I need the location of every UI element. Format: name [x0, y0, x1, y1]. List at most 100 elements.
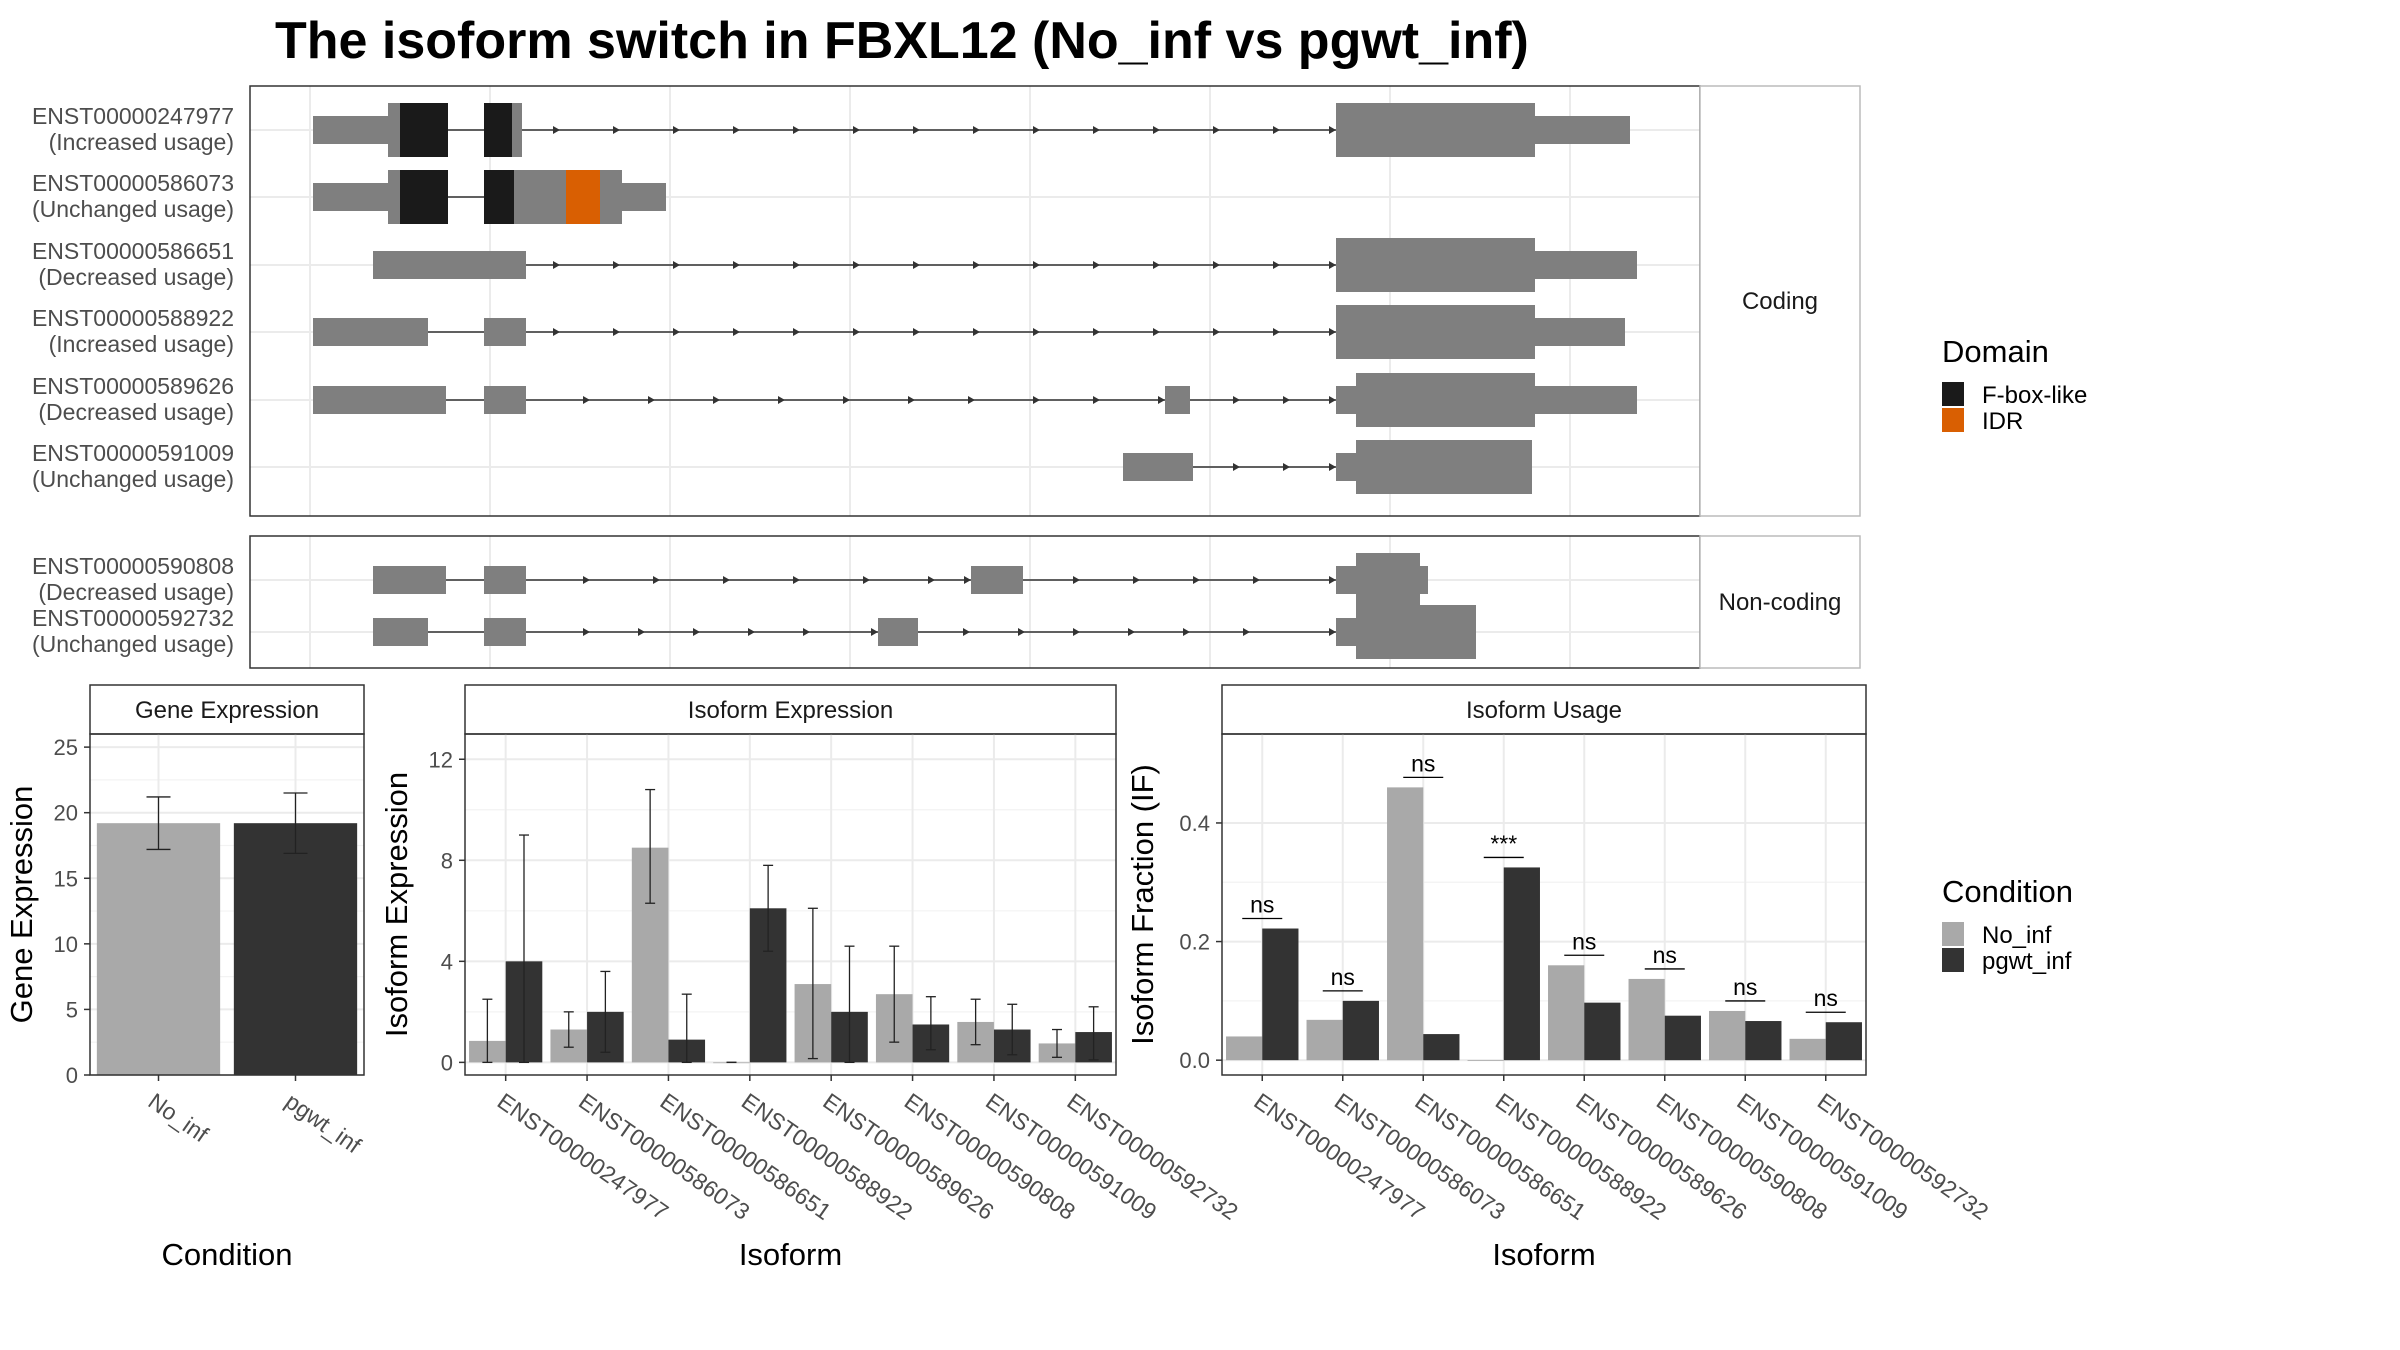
bar-No_inf [96, 823, 221, 1075]
panel-strip-title: Isoform Usage [1466, 697, 1622, 724]
intron-arrow [638, 628, 645, 636]
intron-arrow [1018, 628, 1025, 636]
intron-arrow [778, 396, 785, 404]
significance-label: ns [1814, 985, 1838, 1011]
bar-ENST00000591009 [1709, 1010, 1746, 1061]
isoform-expression-chart: Isoform Expression04812ENST00000247977EN… [379, 684, 1243, 1272]
intron-arrow [723, 576, 730, 584]
y-tick-label: 0.0 [1179, 1048, 1210, 1073]
exon [373, 618, 428, 646]
intron-arrow [1329, 576, 1336, 584]
x-tick-label: pgwt_inf [281, 1088, 367, 1159]
y-tick-label: 15 [54, 866, 78, 891]
y-tick-label: 12 [429, 747, 453, 772]
intron-arrow [1193, 576, 1200, 584]
gene-expression-chart: Gene Expression 0 5 10 15 20 25 No_inf pgwt_inf C… [4, 684, 367, 1272]
intron-arrow [1093, 396, 1100, 404]
idr-legend-label: IDR [1982, 408, 2023, 435]
intron-arrow [973, 328, 980, 336]
intron-arrow [871, 628, 878, 636]
exon [1535, 318, 1625, 346]
fbox-domain [400, 103, 448, 157]
intron-arrow [1153, 328, 1160, 336]
intron-arrow [553, 126, 560, 134]
intron-arrow [913, 328, 920, 336]
intron-arrow [1133, 576, 1140, 584]
transcript-usage-label: (Increased usage) [49, 129, 234, 155]
transcript-usage-label: (Increased usage) [49, 331, 234, 357]
panel-strip [464, 684, 1117, 735]
transcript-model-ENST00000586651 [373, 238, 1637, 292]
significance-label: ns [1572, 928, 1596, 954]
intron-arrow [1093, 261, 1100, 269]
no-inf-swatch [1942, 922, 1964, 946]
transcript-model-ENST00000247977 [313, 103, 1630, 157]
intron-arrow [1233, 396, 1240, 404]
y-axis-title: Isoform Expression [379, 772, 414, 1037]
transcript-usage-label: (Decreased usage) [38, 264, 234, 290]
significance-label: ns [1331, 964, 1355, 990]
intron-arrow [968, 396, 975, 404]
significance-label: ns [1733, 974, 1757, 1000]
pgwt-inf-legend-label: pgwt_inf [1982, 948, 2072, 975]
transcript-id-label: ENST00000586073 [32, 170, 234, 196]
intron-arrow [713, 396, 720, 404]
transcript-id-label: ENST00000591009 [32, 440, 234, 466]
intron-arrow [733, 126, 740, 134]
intron-arrow [1243, 628, 1250, 636]
exon [1535, 251, 1637, 279]
intron-arrow [963, 628, 970, 636]
panel-strip [89, 684, 365, 735]
fbox-legend-label: F-box-like [1982, 382, 2087, 409]
exon [1123, 453, 1193, 481]
figure-title: The isoform switch in FBXL12 (No_inf vs … [275, 12, 1529, 70]
bar-ENST00000589626 [1548, 965, 1585, 1061]
y-tick-label: 20 [54, 801, 78, 826]
transcript-id-label: ENST00000589626 [32, 373, 234, 399]
noncoding-panel [249, 535, 1701, 669]
isoform-structure-plot: Coding Non-coding ENST00000247977(Increa… [32, 85, 1861, 669]
panel-strip-title: Gene Expression [135, 697, 319, 724]
transcript-model-ENST00000589626 [313, 373, 1637, 427]
intron-arrow [1033, 396, 1040, 404]
intron-arrow [1329, 396, 1336, 404]
intron-arrow [1093, 126, 1100, 134]
noncoding-strip-label: Non-coding [1719, 589, 1842, 616]
exon [878, 618, 918, 646]
y-tick-label: 0.4 [1179, 811, 1210, 836]
intron-arrow [1283, 463, 1290, 471]
condition-legend-title: Condition [1942, 874, 2073, 909]
x-tick-label: No_inf [144, 1088, 214, 1148]
intron-arrow [964, 576, 971, 584]
exon [622, 183, 666, 211]
exon [1336, 386, 1356, 414]
idr-swatch [1942, 408, 1964, 432]
intron-arrow [1283, 396, 1290, 404]
transcript-model-ENST00000591009 [1123, 440, 1532, 494]
exon [1336, 238, 1535, 292]
intron-arrow [1213, 261, 1220, 269]
coding-strip-label: Coding [1742, 288, 1818, 315]
intron-arrow [803, 628, 810, 636]
intron-arrow [583, 628, 590, 636]
intron-arrow [1329, 328, 1336, 336]
intron-arrow [1033, 328, 1040, 336]
coding-strip [1699, 85, 1861, 517]
exon [1356, 373, 1535, 427]
intron-arrow [1183, 628, 1190, 636]
bar-ENST00000586651 [1387, 787, 1424, 1061]
bar-ENST00000247977 [1262, 928, 1299, 1061]
exon [1336, 618, 1356, 646]
bar-ENST00000247977 [1226, 1036, 1263, 1061]
intron-arrow [853, 126, 860, 134]
y-tick-label: 8 [441, 848, 453, 873]
bar-ENST00000586073 [1306, 1019, 1343, 1061]
intron-arrow [1253, 576, 1260, 584]
exon [1336, 566, 1356, 594]
intron-arrow [853, 328, 860, 336]
panel-strip [1221, 684, 1867, 735]
exon [1535, 386, 1637, 414]
exon [971, 566, 1023, 594]
exon [1336, 103, 1535, 157]
exon [484, 318, 526, 346]
